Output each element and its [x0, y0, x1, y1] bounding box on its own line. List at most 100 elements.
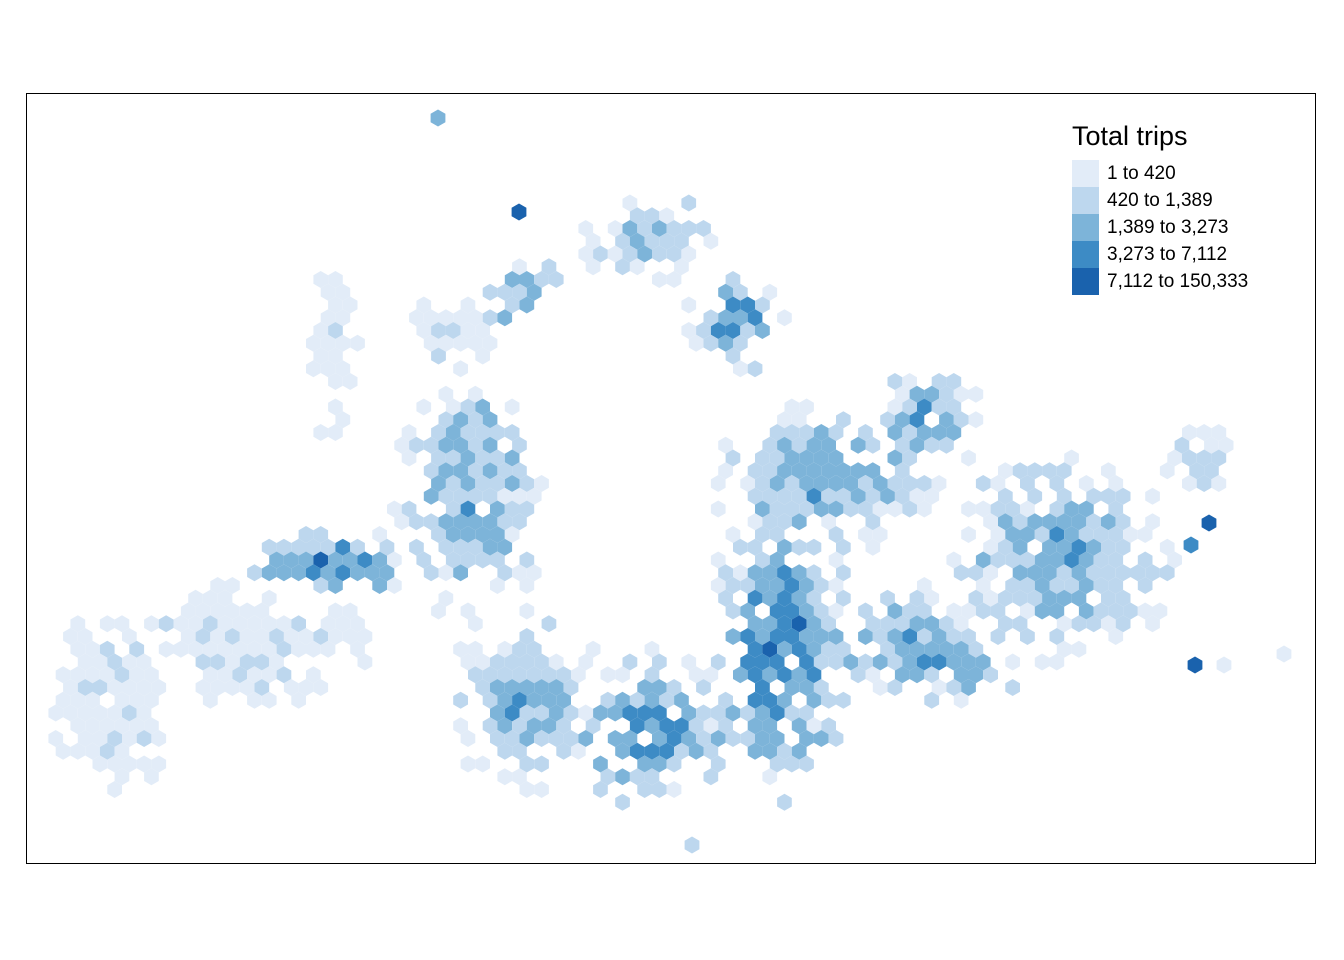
- hex-cell: [195, 628, 211, 645]
- hex-cell: [718, 436, 733, 454]
- hex-cell: [865, 615, 881, 633]
- hex-cell: [1137, 577, 1153, 594]
- hex-cell: [836, 538, 851, 556]
- hex-cell: [725, 730, 741, 747]
- hex-cell: [342, 628, 358, 645]
- hex-cell: [232, 615, 248, 633]
- hex-cell: [1049, 577, 1065, 594]
- hex-cell: [843, 475, 859, 492]
- hex-cell: [387, 577, 402, 594]
- hex-cell: [953, 385, 969, 403]
- hex-cell: [475, 551, 490, 569]
- hex-cell: [975, 500, 991, 518]
- hex-cell: [1196, 449, 1212, 467]
- hex-cell: [872, 500, 888, 518]
- hex-cell: [504, 475, 520, 492]
- hex-cell: [718, 283, 733, 301]
- hex-cell: [784, 424, 800, 441]
- hex-cell: [202, 589, 218, 607]
- hex-cell: [813, 602, 829, 620]
- hex-cell: [858, 653, 873, 671]
- hex-cell: [887, 398, 903, 416]
- hex-cell: [652, 730, 667, 747]
- hex-cell: [482, 717, 498, 735]
- hex-cell: [924, 691, 940, 709]
- hex-cell: [1086, 564, 1101, 582]
- hex-cell: [917, 653, 932, 671]
- hex-cell: [968, 589, 984, 607]
- hex-cell: [1027, 564, 1043, 582]
- hex-cell: [696, 220, 711, 237]
- hex-cell: [107, 755, 122, 773]
- hex-cell: [306, 564, 321, 582]
- hex-cell: [600, 691, 616, 709]
- hex-cell: [968, 411, 984, 429]
- hex-cell: [828, 653, 844, 671]
- hex-cell: [534, 679, 549, 696]
- legend-swatch-4: [1072, 241, 1099, 268]
- hex-cell: [114, 691, 130, 709]
- hex-cell: [1108, 551, 1124, 569]
- hex-cell: [453, 538, 468, 556]
- hex-cell: [791, 717, 807, 735]
- hex-cell: [1093, 526, 1109, 543]
- hex-cell: [813, 730, 829, 747]
- hex-cell: [490, 449, 505, 467]
- hex-cell: [85, 691, 100, 709]
- hex-cell: [129, 640, 145, 658]
- hex-cell: [917, 424, 932, 441]
- hex-cell: [799, 602, 814, 620]
- hex-cell: [585, 232, 601, 250]
- hex-cell: [607, 245, 623, 263]
- hex-cell: [681, 322, 697, 339]
- hex-cell: [158, 615, 174, 633]
- hex-cell: [1056, 564, 1072, 582]
- hex-cell: [762, 283, 778, 301]
- hex-cell: [747, 666, 763, 684]
- hex-cell: [158, 640, 174, 658]
- hex-cell: [1115, 487, 1131, 505]
- hex-cell: [629, 232, 645, 250]
- hex-cell: [92, 730, 108, 747]
- hex-cell: [490, 704, 505, 722]
- hex-cell: [887, 449, 903, 467]
- hex-cell: [593, 704, 608, 722]
- hex-cell: [490, 679, 505, 696]
- hex-cell: [953, 615, 969, 633]
- hex-cell: [1005, 653, 1020, 671]
- hex-cell: [799, 577, 814, 594]
- hex-cell: [460, 551, 476, 569]
- hex-cell: [887, 475, 903, 492]
- hex-cell: [70, 717, 86, 735]
- hex-cell: [350, 538, 365, 556]
- hex-cell: [777, 513, 792, 531]
- hex-cell: [173, 640, 189, 658]
- hex-cell: [887, 500, 903, 518]
- hex-cell: [828, 577, 844, 594]
- hex-cell: [747, 742, 763, 760]
- hex-cell: [1101, 462, 1116, 480]
- hex-cell: [931, 398, 947, 416]
- hex-cell: [1086, 615, 1101, 633]
- hex-cell: [276, 564, 292, 582]
- hex-cell: [688, 334, 704, 352]
- hex-cell: [394, 513, 410, 531]
- hex-cell: [666, 679, 682, 696]
- hex-cell: [1101, 487, 1116, 505]
- hex-cell: [1093, 577, 1109, 594]
- hex-cell: [828, 526, 844, 543]
- hex-cell: [335, 615, 351, 633]
- hex-cell: [629, 742, 645, 760]
- hex-cell: [894, 666, 910, 684]
- hex-cell: [210, 628, 225, 645]
- hex-cell: [468, 462, 483, 480]
- hex-cell: [902, 475, 917, 492]
- hex-cell: [1123, 602, 1138, 620]
- hex-cell: [534, 271, 549, 288]
- hex-cell: [791, 742, 807, 760]
- hex-cell: [225, 679, 240, 696]
- hex-cell: [239, 628, 255, 645]
- hex-cell: [151, 730, 167, 747]
- hex-cell: [306, 666, 321, 684]
- hex-cell: [718, 691, 733, 709]
